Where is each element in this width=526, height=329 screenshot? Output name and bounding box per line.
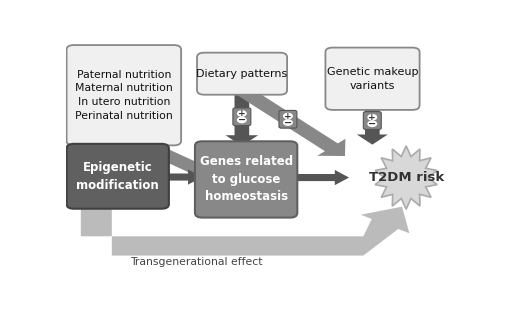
Text: +: + — [369, 113, 376, 122]
Polygon shape — [357, 105, 388, 145]
Circle shape — [238, 117, 246, 123]
Text: −: − — [368, 119, 377, 129]
Text: +: + — [238, 109, 246, 118]
Text: Transgenerational effect: Transgenerational effect — [130, 257, 262, 267]
FancyBboxPatch shape — [363, 112, 381, 129]
Polygon shape — [375, 146, 437, 209]
Text: Genetic makeup
variants: Genetic makeup variants — [327, 67, 418, 90]
Polygon shape — [236, 86, 346, 156]
FancyBboxPatch shape — [67, 144, 169, 209]
Polygon shape — [161, 169, 203, 185]
Text: −: − — [284, 117, 292, 128]
Text: T2DM risk: T2DM risk — [369, 171, 444, 184]
Polygon shape — [103, 138, 135, 148]
Polygon shape — [130, 136, 221, 183]
Circle shape — [368, 115, 377, 120]
FancyBboxPatch shape — [195, 141, 297, 217]
Polygon shape — [226, 90, 258, 146]
Circle shape — [284, 120, 292, 125]
Polygon shape — [81, 204, 409, 256]
FancyBboxPatch shape — [197, 53, 287, 95]
FancyBboxPatch shape — [279, 111, 297, 128]
Circle shape — [238, 111, 246, 116]
Polygon shape — [290, 170, 349, 185]
Text: Genes related
to glucose
homeostasis: Genes related to glucose homeostasis — [199, 155, 292, 203]
Text: Dietary patterns: Dietary patterns — [196, 69, 288, 79]
Text: Paternal nutrition
Maternal nutrition
In utero nutrition
Perinatal nutrition: Paternal nutrition Maternal nutrition In… — [75, 70, 173, 121]
Circle shape — [368, 121, 377, 126]
Text: +: + — [284, 112, 292, 120]
Text: −: − — [238, 115, 246, 125]
FancyBboxPatch shape — [233, 108, 251, 126]
Circle shape — [284, 114, 292, 119]
Text: Epigenetic
modification: Epigenetic modification — [76, 161, 159, 191]
FancyBboxPatch shape — [67, 45, 181, 145]
FancyBboxPatch shape — [326, 48, 420, 110]
